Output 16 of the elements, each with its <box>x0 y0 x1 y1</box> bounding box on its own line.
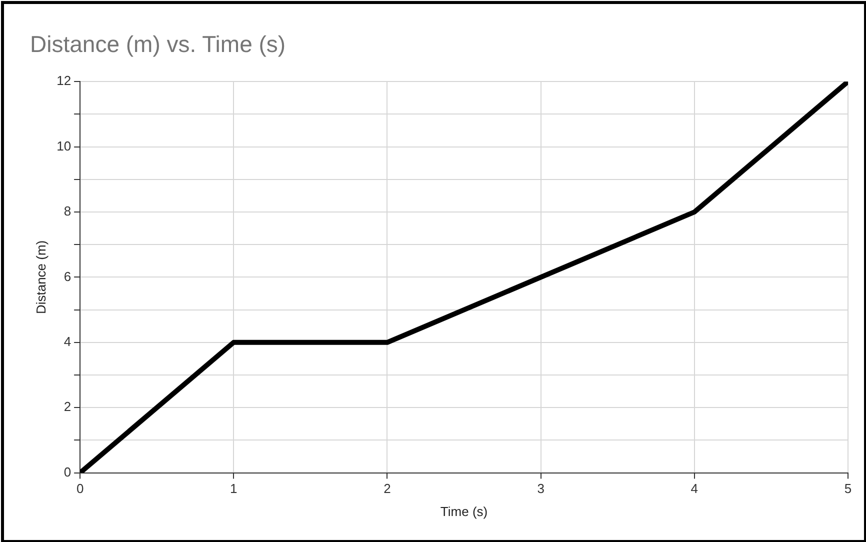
x-tick-label: 2 <box>384 481 391 496</box>
x-axis-title: Time (s) <box>440 504 488 519</box>
y-tick-label: 12 <box>56 73 72 88</box>
x-tick-label: 5 <box>844 481 852 496</box>
chart-title: Distance (m) vs. Time (s) <box>30 31 286 58</box>
y-tick-label: 4 <box>64 334 72 349</box>
x-tick-label: 0 <box>76 481 84 496</box>
y-tick-label: 6 <box>64 268 72 284</box>
x-tick-label: 3 <box>537 481 544 496</box>
x-tick-label: 4 <box>690 481 698 496</box>
y-tick-label: 10 <box>56 138 72 154</box>
y-tick-label: 8 <box>64 204 72 219</box>
y-axis-title: Distance (m) <box>33 240 48 314</box>
y-tick-label: 2 <box>64 399 72 414</box>
y-tick-label: 0 <box>64 464 72 480</box>
x-tick-label: 1 <box>230 481 238 496</box>
